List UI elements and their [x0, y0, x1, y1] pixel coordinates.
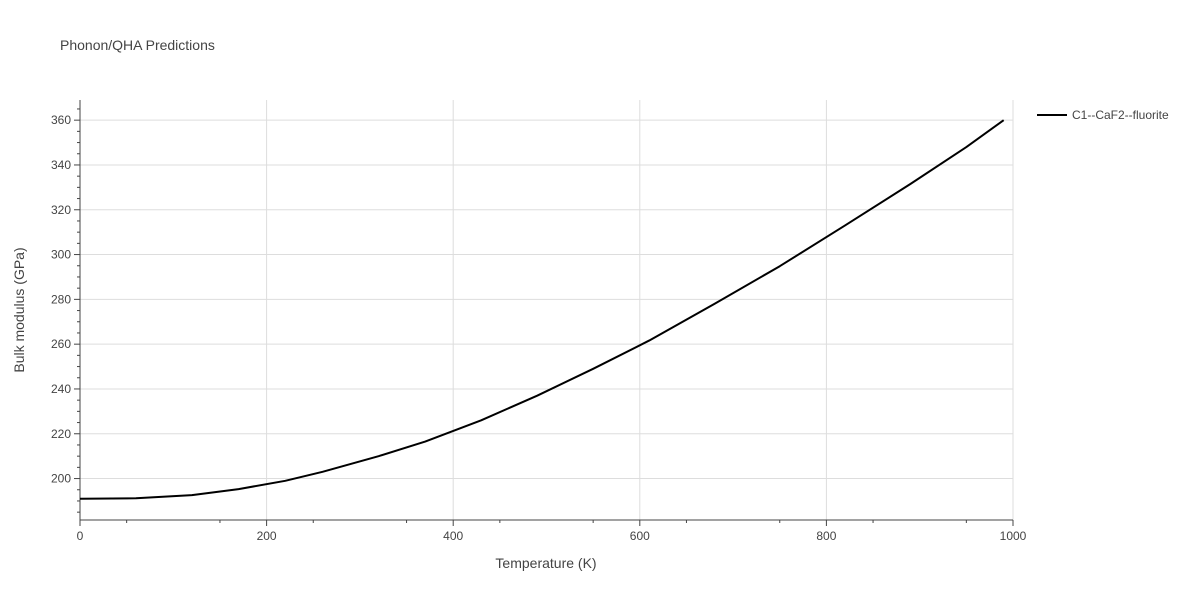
y-tick-label: 320	[51, 203, 71, 217]
axes-layer: 0 200 400 600 800 1000 200 220 240 260 280 300 320 34…	[51, 100, 1027, 543]
legend[interactable]: C1--CaF2--fluorite	[1037, 108, 1169, 122]
x-tick-label: 200	[257, 529, 277, 543]
x-axis-title: Temperature (K)	[495, 555, 596, 571]
x-tick-label: 0	[77, 529, 84, 543]
y-tick-label: 280	[51, 292, 71, 306]
y-tick-label: 260	[51, 337, 71, 351]
y-tick-label: 360	[51, 113, 71, 127]
series-line-0	[79, 119, 1005, 500]
legend-item-label: C1--CaF2--fluorite	[1072, 108, 1169, 122]
x-tick-label: 800	[816, 529, 836, 543]
y-tick-label: 240	[51, 382, 71, 396]
grid-layer	[80, 100, 1014, 520]
y-tick-label: 340	[51, 158, 71, 172]
chart-title: Phonon/QHA Predictions	[60, 37, 215, 53]
x-tick-label: 1000	[1000, 529, 1027, 543]
x-tick-label: 400	[443, 529, 463, 543]
y-tick-label: 300	[51, 248, 71, 262]
y-tick-label: 220	[51, 427, 71, 441]
x-tick-label: 600	[630, 529, 650, 543]
y-tick-label: 200	[51, 472, 71, 486]
y-axis-title: Bulk modulus (GPa)	[11, 247, 27, 372]
series-layer	[79, 119, 1005, 500]
